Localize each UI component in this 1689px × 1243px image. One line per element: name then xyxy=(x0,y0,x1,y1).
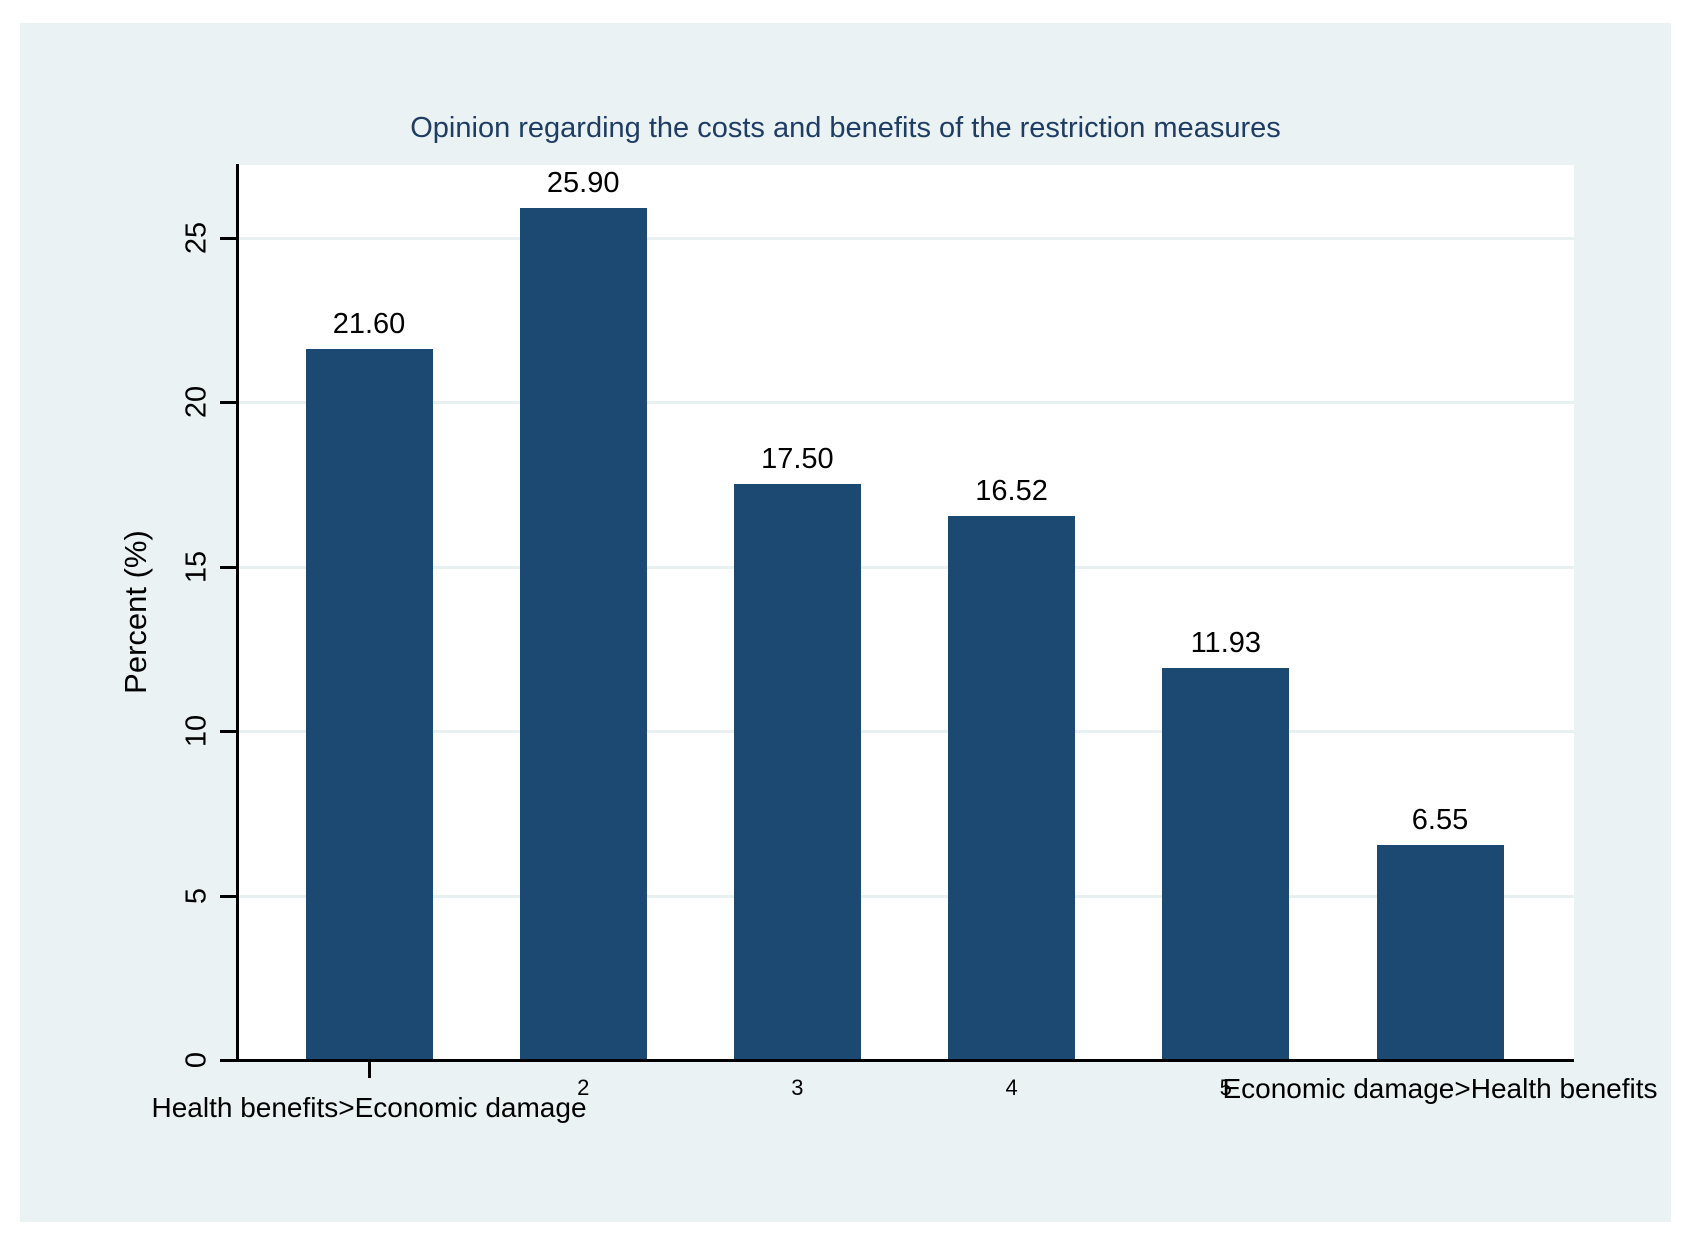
x-axis-line xyxy=(236,1059,1574,1062)
gridline xyxy=(238,730,1574,733)
y-tick xyxy=(220,730,236,733)
bar xyxy=(519,207,647,1060)
gridline xyxy=(238,894,1574,898)
gridline xyxy=(238,401,1574,404)
x-category-label: 2 xyxy=(577,1075,590,1100)
bar xyxy=(305,349,433,1060)
y-tick-label: 25 xyxy=(180,221,213,254)
bar xyxy=(733,484,861,1060)
x-category-label: 5 xyxy=(1219,1075,1232,1100)
bar-value-label: 17.50 xyxy=(761,443,834,476)
y-axis-line xyxy=(236,164,239,1062)
y-tick-label: 20 xyxy=(180,385,213,419)
x-tick xyxy=(368,1062,371,1078)
plot-area xyxy=(238,165,1574,1060)
gridline xyxy=(238,565,1574,569)
x-category-label: 4 xyxy=(1005,1075,1018,1100)
y-tick xyxy=(220,565,236,569)
y-tick-label: 15 xyxy=(180,550,213,583)
y-tick xyxy=(220,1059,236,1062)
gridline xyxy=(238,236,1574,240)
bar-value-label: 25.90 xyxy=(546,166,620,199)
bar xyxy=(1162,667,1290,1060)
bar xyxy=(948,516,1076,1060)
x-category-label: Health benefits>Economic damage xyxy=(151,1092,587,1123)
y-tick-label: 5 xyxy=(180,887,213,904)
y-tick-label: 0 xyxy=(180,1051,213,1069)
bar-value-label: 6.55 xyxy=(1411,803,1469,836)
y-tick xyxy=(220,401,236,404)
y-axis-title: Percent (%) xyxy=(118,530,153,694)
bar-value-label: 11.93 xyxy=(1190,626,1262,659)
x-category-label: 3 xyxy=(791,1075,804,1100)
bar xyxy=(1376,844,1504,1060)
y-tick xyxy=(220,236,236,240)
y-tick-label: 10 xyxy=(180,714,213,748)
bar-value-label: 21.60 xyxy=(332,308,406,341)
chart-title: Opinion regarding the costs and benefits… xyxy=(410,112,1281,144)
x-category-label: Economic damage>Health benefits xyxy=(1222,1073,1658,1104)
bar-value-label: 16.52 xyxy=(975,475,1048,508)
y-tick xyxy=(220,894,236,898)
